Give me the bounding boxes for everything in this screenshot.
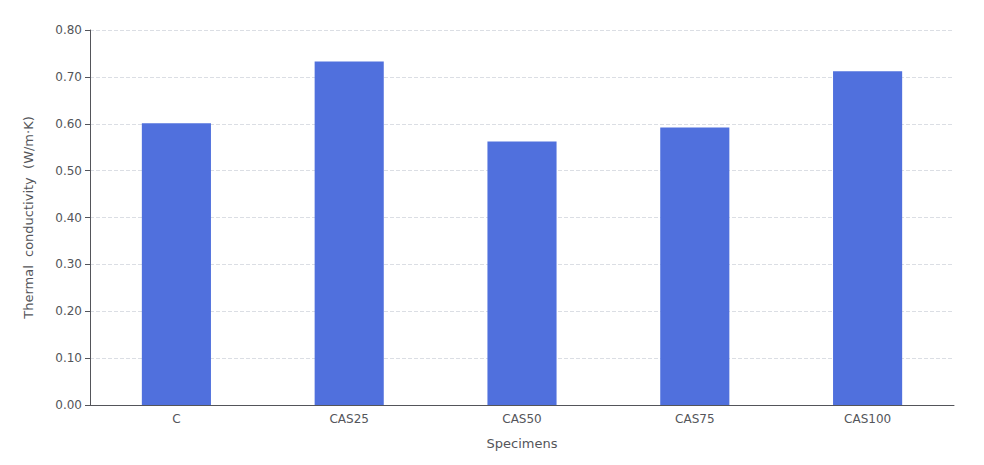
svg-text:Thermal conductivity (W/m·K): Thermal conductivity (W/m·K) bbox=[21, 116, 36, 320]
svg-text:Specimens: Specimens bbox=[487, 436, 558, 451]
svg-text:0.80: 0.80 bbox=[55, 23, 82, 37]
svg-text:0.10: 0.10 bbox=[55, 351, 82, 365]
svg-text:CAS100: CAS100 bbox=[844, 412, 891, 426]
svg-text:0.60: 0.60 bbox=[55, 117, 82, 131]
svg-text:0.40: 0.40 bbox=[55, 211, 82, 225]
svg-text:0.50: 0.50 bbox=[55, 164, 82, 178]
svg-text:CAS50: CAS50 bbox=[502, 412, 541, 426]
svg-text:0.20: 0.20 bbox=[55, 304, 82, 318]
svg-text:CAS25: CAS25 bbox=[329, 412, 368, 426]
svg-text:0.70: 0.70 bbox=[55, 70, 82, 84]
svg-text:0.30: 0.30 bbox=[55, 257, 82, 271]
svg-text:C: C bbox=[172, 412, 180, 426]
svg-text:CAS75: CAS75 bbox=[675, 412, 714, 426]
svg-text:0.00: 0.00 bbox=[55, 398, 82, 412]
